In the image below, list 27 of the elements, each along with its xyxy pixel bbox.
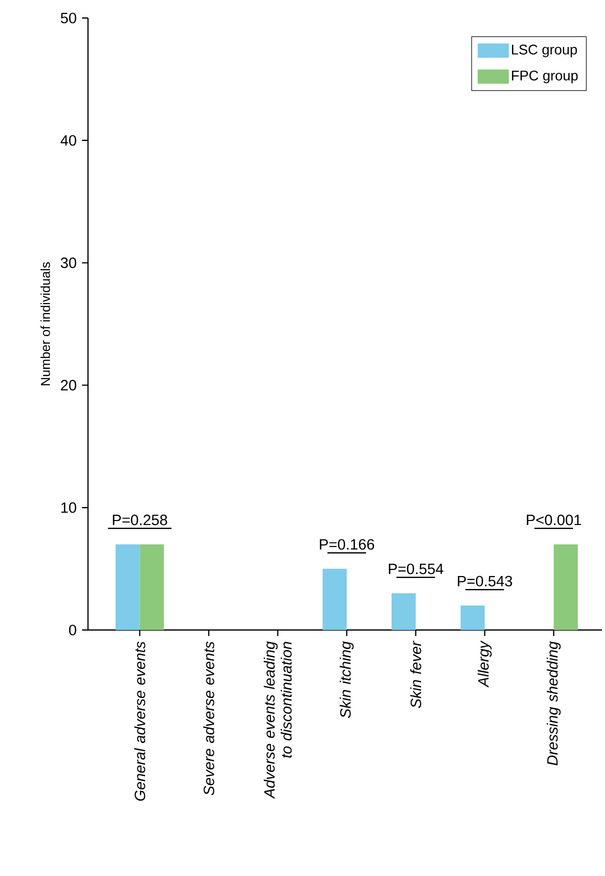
annotation: P=0.166 xyxy=(320,539,374,550)
x-tick-label: Skin fever xyxy=(410,640,422,708)
annotation: P=0.543 xyxy=(458,576,512,586)
bar xyxy=(322,568,347,630)
x-tick-label: General adverse events xyxy=(134,642,146,801)
y-tick-label: 20 xyxy=(60,380,76,390)
x-tick-label: Severe adverse events xyxy=(203,642,214,796)
x-tick-label: Skin itching xyxy=(340,641,354,718)
bar xyxy=(140,544,164,630)
legend-label: FPC group xyxy=(512,70,578,84)
bar xyxy=(554,544,578,630)
annotation: P=0.554 xyxy=(388,564,444,574)
y-tick-label: 10 xyxy=(61,502,76,513)
annotation: P<0.001 xyxy=(526,514,582,526)
x-tick-label: Allergy xyxy=(478,640,492,688)
bar xyxy=(460,606,485,630)
bar xyxy=(116,544,140,630)
bar xyxy=(392,593,416,630)
y-tick-label: 40 xyxy=(60,135,76,146)
y-tick-label: 50 xyxy=(60,12,76,24)
y-tick-label: 30 xyxy=(60,258,76,268)
y-axis-title: Number of individuals xyxy=(40,262,50,386)
legend-label: LSC group xyxy=(512,44,577,58)
y-tick-label: 0 xyxy=(69,624,76,636)
annotation: P=0.258 xyxy=(112,514,168,526)
x-tick-label: Adverse events leading to discontinuation xyxy=(264,641,292,799)
x-tick-label: Dressing shedding xyxy=(546,641,561,766)
